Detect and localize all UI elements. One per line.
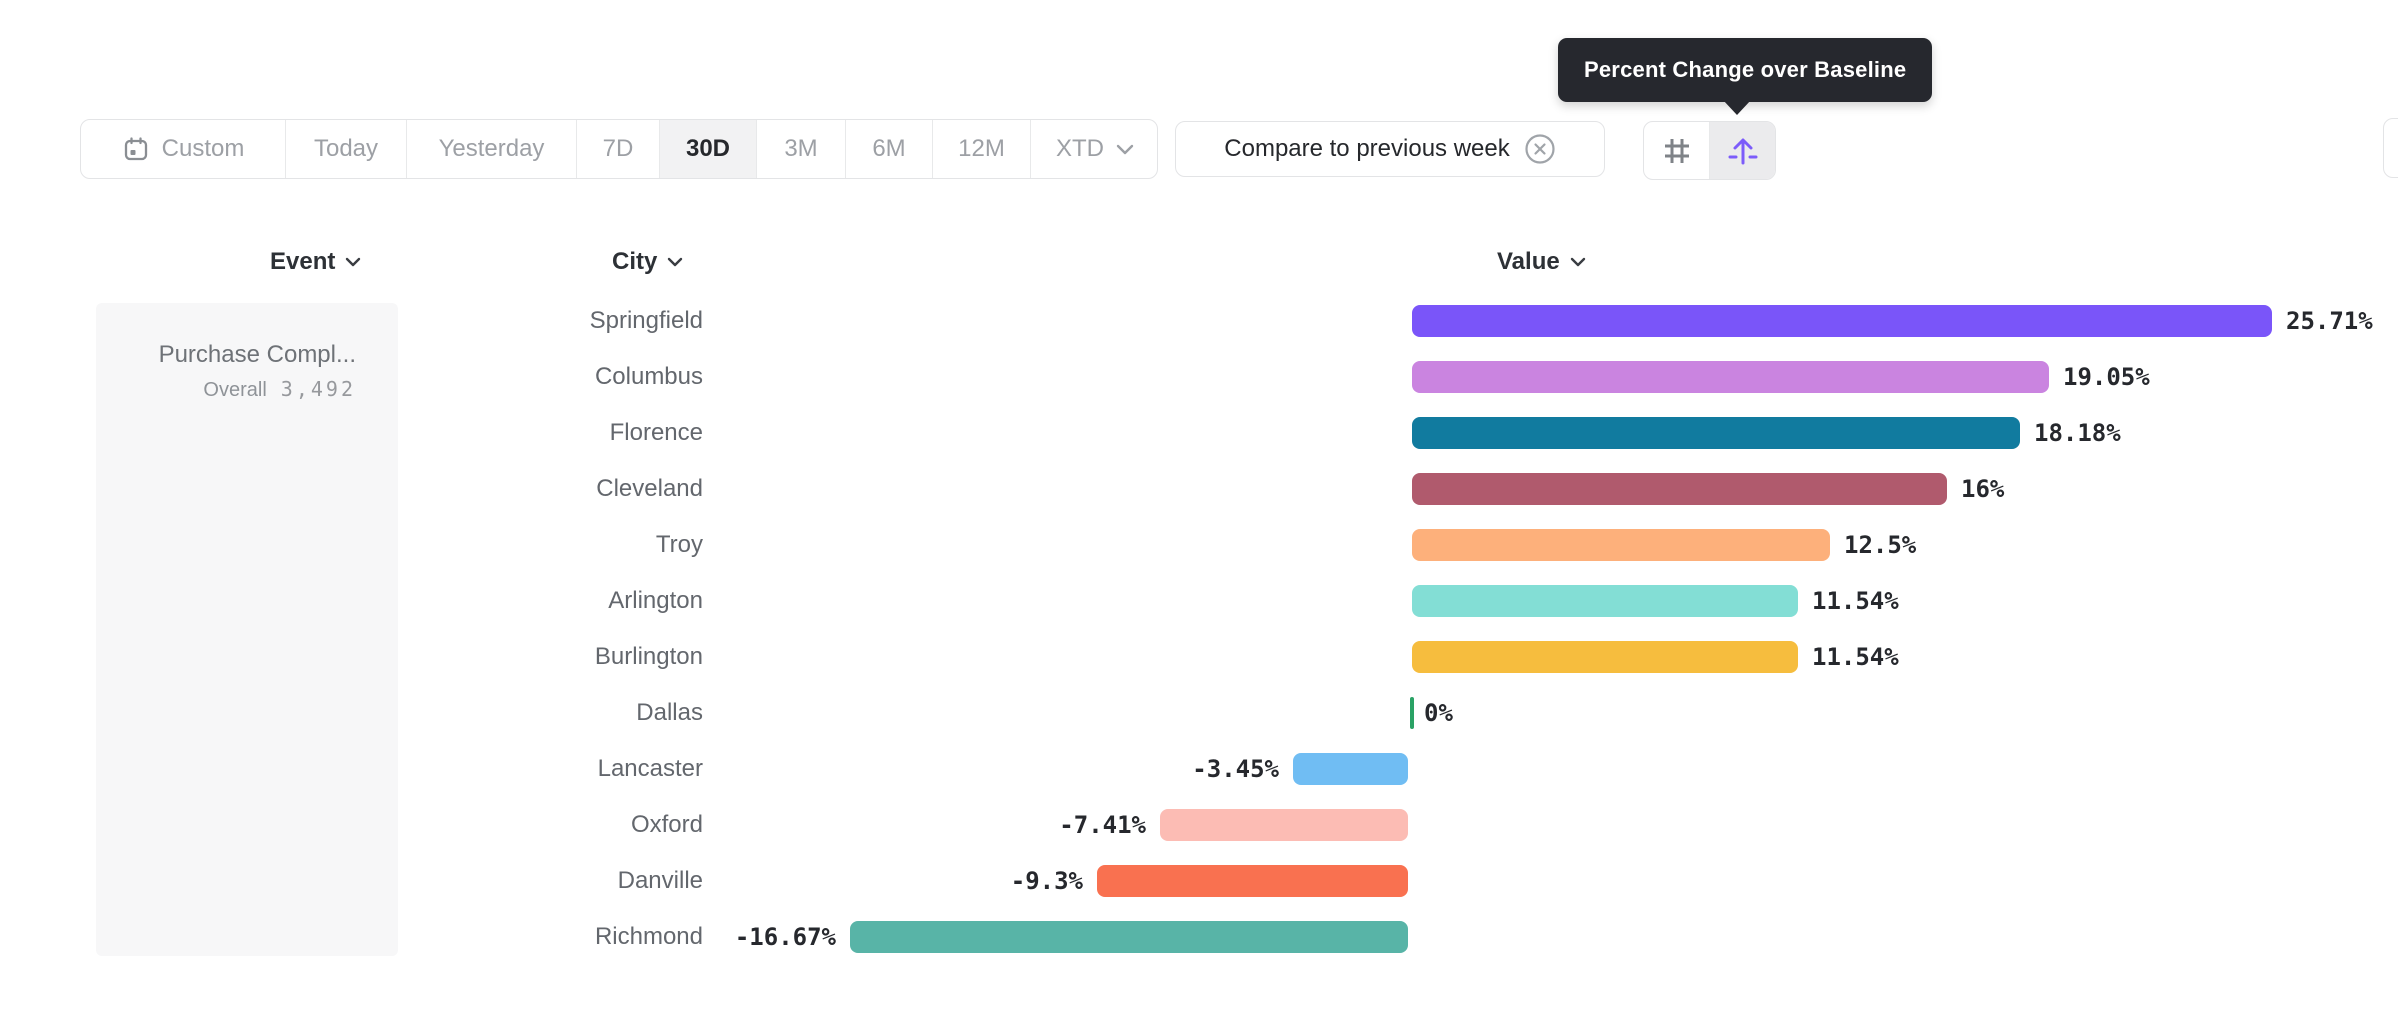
city-label: Oxford [630,811,703,838]
bar-value-label: 11.54% [1812,643,1899,671]
date-range-label: 30D [685,135,731,162]
date-range-7d[interactable]: 7D [576,120,659,178]
table-row: Danville -9.3% [0,853,2398,909]
value-bar[interactable] [1412,529,1830,561]
date-range-label: 6M [872,135,906,162]
event-overall-value: 3,492 [280,377,356,401]
city-label: Lancaster [597,755,703,782]
value-bar[interactable] [1097,865,1408,897]
grid-hash-icon [1660,134,1694,168]
value-bar[interactable] [1412,305,2272,337]
value-bar[interactable] [1412,641,1798,673]
bar-value-label: 11.54% [1812,587,1899,615]
date-range-today[interactable]: Today [285,120,406,178]
date-range-label: Today [313,135,379,162]
date-range-custom[interactable]: Custom [81,120,285,178]
chevron-down-icon [345,257,361,267]
date-range-label: 12M [958,135,1005,162]
city-label: Troy [655,531,703,558]
table-row: Troy 12.5% [0,517,2398,573]
tooltip-caret [1723,100,1751,115]
compare-chip-label: Compare to previous week [1224,135,1510,162]
chevron-down-icon [667,257,683,267]
city-label: Cleveland [596,475,703,502]
value-bar[interactable] [1293,753,1408,785]
column-header-city[interactable]: City [612,246,683,278]
bar-value-label: 12.5% [1844,531,1917,559]
date-range-6m[interactable]: 6M [845,120,932,178]
date-range-label: Yesterday [438,135,545,162]
view-toggle-group [1643,121,1776,180]
table-row: Columbus 19.05% [0,349,2398,405]
bar-value-label: 0% [1424,699,1453,727]
event-overall: Overall 3,492 [96,377,356,402]
city-label: Florence [609,419,703,446]
value-bar[interactable] [1410,697,1414,729]
table-row: Cleveland 16% [0,461,2398,517]
bar-value-label: 19.05% [2063,363,2150,391]
date-range-control: Custom Today Yesterday 7D 30D 3M 6M 12M … [80,119,1158,179]
value-bar[interactable] [1412,361,2049,393]
event-overall-label: Overall [203,379,267,401]
event-cell[interactable]: Purchase Compl... Overall 3,492 [96,303,398,956]
edge-clipped-button[interactable] [2383,118,2398,178]
city-label: Columbus [594,363,703,390]
date-range-12m[interactable]: 12M [932,120,1030,178]
column-header-label: Event [270,248,336,275]
date-range-label: XTD [1056,135,1104,162]
date-range-label: 3M [784,135,818,162]
table-row: Burlington 11.54% [0,629,2398,685]
column-header-value[interactable]: Value [1497,246,1586,278]
value-bar[interactable] [1412,585,1798,617]
city-label: Arlington [608,587,703,614]
value-bar[interactable] [1160,809,1408,841]
column-header-event[interactable]: Event [270,246,361,278]
city-label: Springfield [589,307,703,334]
bar-value-label: 16% [1961,475,2005,503]
table-row: Florence 18.18% [0,405,2398,461]
circle-x-icon[interactable] [1524,133,1556,165]
baseline-arrow-icon [1725,133,1761,169]
bar-value-label: -3.45% [1192,755,1279,783]
tooltip-percent-change: Percent Change over Baseline [1558,38,1933,102]
table-row: Dallas 0% [0,685,2398,741]
bar-value-label: -9.3% [1010,867,1083,895]
column-header-label: Value [1497,248,1560,275]
date-range-label: Custom [161,135,245,162]
table-row: Lancaster -3.45% [0,741,2398,797]
value-bar[interactable] [850,921,1408,953]
date-range-label: 7D [602,135,634,162]
compare-chip[interactable]: Compare to previous week [1175,121,1605,177]
city-label: Danville [617,867,703,894]
table-row: Richmond -16.67% [0,909,2398,965]
city-label: Dallas [636,699,703,726]
date-range-30d[interactable]: 30D [659,120,756,178]
date-range-3m[interactable]: 3M [756,120,845,178]
event-name: Purchase Compl... [158,341,356,368]
table-row: Arlington 11.54% [0,573,2398,629]
value-bar[interactable] [1412,473,1947,505]
city-label: Burlington [594,643,703,670]
bar-value-label: 18.18% [2034,419,2121,447]
chevron-down-icon [1570,257,1586,267]
grid-view-button[interactable] [1644,122,1709,179]
bar-value-label: -16.67% [734,923,836,951]
bar-value-label: 25.71% [2286,307,2373,335]
date-range-xtd[interactable]: XTD [1030,120,1157,178]
value-bar[interactable] [1412,417,2020,449]
date-range-yesterday[interactable]: Yesterday [406,120,576,178]
table-row: Springfield 25.71% [0,293,2398,349]
chevron-down-icon [1116,144,1134,155]
column-header-label: City [612,248,658,275]
city-label: Richmond [594,923,703,950]
table-row: Oxford -7.41% [0,797,2398,853]
bar-value-label: -7.41% [1059,811,1146,839]
calendar-icon [122,135,150,163]
baseline-view-button[interactable] [1709,122,1775,179]
